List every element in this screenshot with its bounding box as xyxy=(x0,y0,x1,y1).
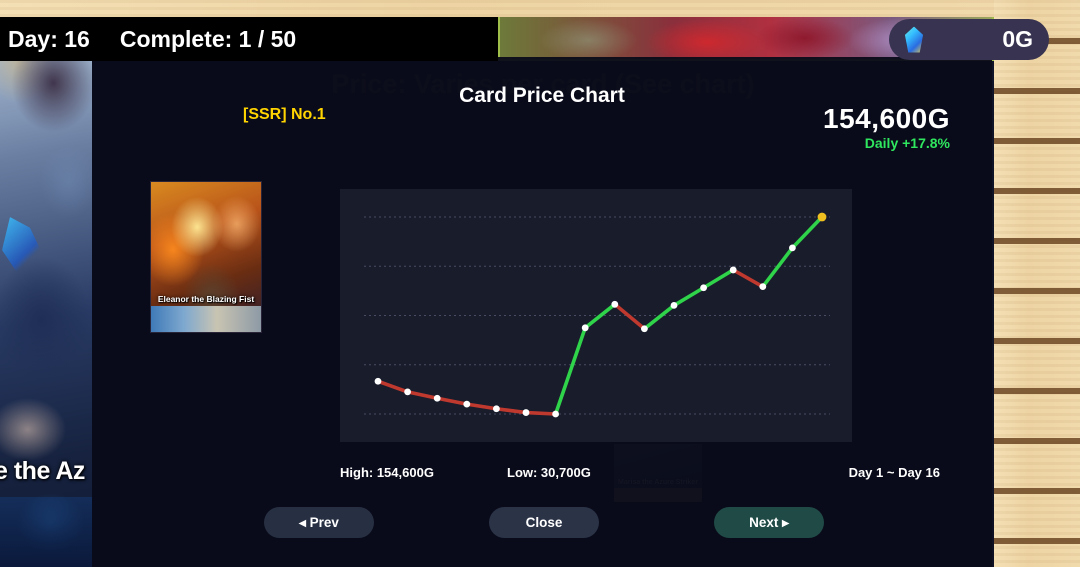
next-button[interactable]: Next ▸ xyxy=(714,507,824,538)
complete-counter: Complete: 1 / 50 xyxy=(119,25,297,52)
background-card-artwork-left: e the Az xyxy=(0,17,92,567)
wood-desk-right xyxy=(994,0,1080,567)
card-price-chart-modal: Card Price Chart [SSR] No.1 154,600G Dai… xyxy=(92,57,992,567)
price-chart-svg xyxy=(364,212,830,418)
chart-data-points xyxy=(374,212,827,418)
gem-decoration-icon xyxy=(2,217,42,277)
card-thumbnail[interactable]: Eleanor the Blazing Fist xyxy=(150,181,262,333)
prev-button[interactable]: ◂ Prev xyxy=(264,507,374,538)
stat-high: High: 154,600G xyxy=(340,465,434,480)
modal-title: Card Price Chart xyxy=(459,84,625,107)
current-price: 154,600G xyxy=(823,103,950,134)
day-counter: Day: 16 xyxy=(8,25,90,52)
gem-icon xyxy=(904,26,924,53)
currency-value: 0G xyxy=(1002,26,1033,52)
rarity-badge: [SSR] No.1 xyxy=(243,106,326,123)
currency-display: 0G xyxy=(889,19,1049,60)
status-bar: Day: 16 Complete: 1 / 50 xyxy=(0,17,498,61)
chart-gridlines xyxy=(364,216,830,415)
background-card-name: e the Az xyxy=(0,457,85,485)
price-chart-panel xyxy=(340,189,852,442)
chart-line-series xyxy=(376,215,824,416)
card-thumbnail-footer xyxy=(151,306,261,332)
daily-change: Daily +17.8% xyxy=(864,135,950,151)
card-name-label: Eleanor the Blazing Fist xyxy=(157,294,255,304)
stat-day-range: Day 1 ~ Day 16 xyxy=(848,465,940,480)
stat-low: Low: 30,700G xyxy=(507,465,591,480)
wood-desk-top xyxy=(0,0,1080,17)
close-button[interactable]: Close xyxy=(489,507,599,538)
card-artwork-footer xyxy=(0,497,92,567)
